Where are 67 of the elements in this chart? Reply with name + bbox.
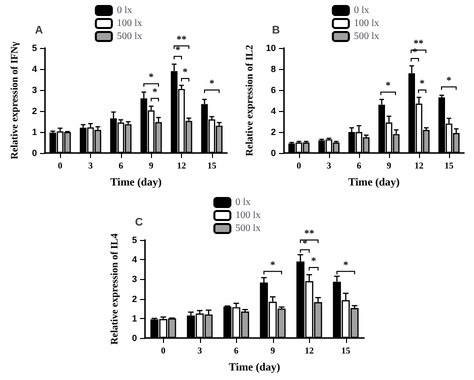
y-tick-label: 2 xyxy=(32,106,37,116)
y-axis-title: Relative expression of IL2 xyxy=(244,44,256,156)
y-tick-label: 0 xyxy=(132,333,137,343)
x-tick-label: 6 xyxy=(234,346,239,356)
annotation: * xyxy=(270,260,276,271)
x-tick-label: 3 xyxy=(198,346,202,356)
text: ** xyxy=(176,34,186,46)
y-tick-label: 2 xyxy=(270,127,276,137)
y-tick-label: 1 xyxy=(32,127,37,137)
legend-label: 500 lx xyxy=(235,223,261,234)
x-tick-label: 9 xyxy=(386,160,392,170)
y-axis-title: Relative expression of IFNγ xyxy=(10,41,20,160)
x-tick-label: 0 xyxy=(58,160,63,170)
chart-title: C xyxy=(135,216,143,228)
annotation: * xyxy=(209,78,214,90)
y-tick-label: 3 xyxy=(32,85,37,95)
legend-label: 100 lx xyxy=(235,210,261,221)
chart-title: B xyxy=(272,24,280,36)
chart-title: A xyxy=(35,24,43,36)
x-tick-label: 6 xyxy=(118,160,124,170)
y-tick-label: 4 xyxy=(270,106,276,116)
x-axis-title: Time (day) xyxy=(348,176,400,188)
y-tick-label: 6 xyxy=(270,85,276,95)
y-axis-title: Relative expression of IL4 xyxy=(110,233,120,345)
y-tick-label: 4 xyxy=(132,254,137,265)
annotation: * xyxy=(420,78,425,90)
annotation: * xyxy=(343,260,348,271)
x-tick-label: 12 xyxy=(304,346,314,356)
annotation: * xyxy=(175,44,180,56)
legend-label: 0 lx xyxy=(116,5,132,16)
x-tick-label: 12 xyxy=(177,160,186,170)
annotation: * xyxy=(311,256,316,267)
y-tick-label: 1 xyxy=(132,313,137,324)
x-axis-title: Time (day) xyxy=(228,362,281,374)
text: ** xyxy=(304,228,314,240)
y-tick-label: 0 xyxy=(270,148,276,158)
x-tick-label: 12 xyxy=(414,160,424,170)
annotation: * xyxy=(148,72,154,84)
legend-label: 0 lx xyxy=(354,5,370,16)
y-tick-label: 3 xyxy=(132,274,137,284)
x-tick-label: 0 xyxy=(161,346,166,356)
y-tick-label: 5 xyxy=(32,43,37,53)
legend-label: 500 lx xyxy=(354,31,380,42)
x-tick-label: 6 xyxy=(356,160,362,170)
y-tick-label: 5 xyxy=(132,235,137,245)
y-tick-label: 2 xyxy=(132,294,137,304)
y-tick-label: 8 xyxy=(270,64,276,74)
legend-label: 0 lx xyxy=(235,197,251,208)
annotation: * xyxy=(182,66,188,78)
y-tick-label: 0 xyxy=(32,148,37,158)
x-tick-label: 9 xyxy=(148,160,154,170)
x-axis-title: Time (day) xyxy=(110,176,162,188)
x-tick-label: 15 xyxy=(341,346,351,356)
x-tick-label: 15 xyxy=(207,160,217,170)
annotation: * xyxy=(386,80,391,92)
x-tick-label: 3 xyxy=(88,160,94,170)
x-tick-label: 15 xyxy=(444,160,454,170)
x-tick-label: 3 xyxy=(326,160,332,170)
annotation: * xyxy=(446,75,452,86)
x-tick-label: 9 xyxy=(270,346,276,356)
legend-label: 500 lx xyxy=(116,31,142,42)
legend-label: 100 lx xyxy=(354,18,380,29)
x-tick-label: 0 xyxy=(296,160,302,170)
y-tick-label: 4 xyxy=(32,64,37,74)
y-tick-label: 10 xyxy=(266,43,276,53)
annotation: * xyxy=(152,86,158,98)
legend-label: 100 lx xyxy=(116,18,142,29)
